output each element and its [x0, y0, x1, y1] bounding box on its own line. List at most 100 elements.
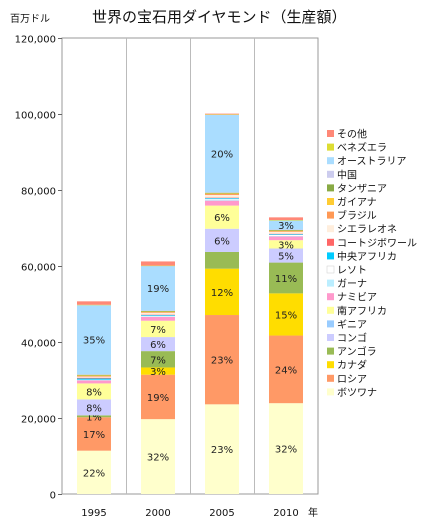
y-tick-label: 20,000 — [21, 415, 56, 426]
bar-segment — [205, 197, 239, 199]
y-axis-unit: 百万ドル — [10, 13, 50, 25]
data-label: 23% — [211, 356, 233, 367]
legend-label: シエラレオネ — [337, 224, 397, 236]
bar-segment — [269, 248, 303, 263]
data-label: 3% — [278, 221, 294, 232]
bar-segment — [205, 193, 239, 194]
bar-segment — [269, 220, 303, 221]
legend-label: 中国 — [337, 168, 357, 181]
legend-swatch — [327, 170, 334, 178]
x-tick-label: 1995 — [81, 508, 106, 519]
bar-segment — [141, 311, 175, 313]
legend-swatch — [327, 130, 334, 137]
bar-segment — [77, 305, 111, 375]
bar-segment — [141, 310, 175, 312]
data-label: 3% — [278, 240, 294, 251]
bar-segment — [269, 230, 303, 232]
data-label: 19% — [147, 393, 169, 404]
x-tick-label: 2005 — [209, 508, 234, 519]
bar-segment — [141, 312, 175, 315]
data-label: 32% — [147, 453, 169, 464]
data-label: 5% — [278, 252, 294, 263]
legend-swatch — [327, 157, 334, 165]
bar-segment — [141, 261, 175, 266]
bar-segment — [141, 310, 175, 311]
bar-segment — [141, 320, 175, 338]
data-label: 11% — [275, 274, 297, 285]
bar-segment — [141, 419, 175, 494]
bar-segment — [205, 193, 239, 195]
bar-segment — [205, 198, 239, 200]
legend-label: コンゴ — [337, 332, 367, 345]
data-label: 20% — [211, 150, 233, 161]
bar-segment — [205, 199, 239, 201]
bar-segment — [77, 301, 111, 305]
data-label: 23% — [211, 445, 233, 456]
bar-segment — [269, 262, 303, 294]
bar-segment — [77, 374, 111, 376]
bar-segment — [205, 114, 239, 193]
legend-label: ギニア — [337, 319, 367, 331]
legend-swatch — [327, 374, 334, 382]
legend-label: ガーナ — [337, 278, 367, 290]
bar-segment — [269, 231, 303, 232]
legend-label: ボツワナ — [337, 387, 377, 399]
bar-segment — [77, 378, 111, 380]
bar-segment — [205, 251, 239, 269]
legend-label: ベネズエラ — [337, 141, 387, 154]
bar-segment — [141, 315, 175, 316]
y-tick-label: 100,000 — [15, 111, 56, 122]
legend-label: ナミビア — [337, 292, 377, 304]
bar-segment — [141, 265, 175, 267]
bar-segment — [269, 236, 303, 241]
bar-segment — [141, 311, 175, 313]
bar-segment — [269, 235, 303, 237]
data-label: 7% — [150, 355, 166, 366]
data-label: 6% — [214, 236, 230, 247]
bar-segment — [269, 240, 303, 249]
bar-segment — [141, 367, 175, 375]
bar-segment — [205, 113, 239, 115]
x-tick-label: 2000 — [145, 508, 170, 519]
data-label: 19% — [147, 284, 169, 295]
bar-segment — [77, 374, 111, 375]
data-label: 8% — [86, 403, 102, 414]
legend-swatch — [327, 388, 334, 396]
bar-segment — [77, 417, 111, 451]
legend-swatch — [327, 347, 334, 355]
bar-segment — [141, 315, 175, 317]
bar-segment — [77, 415, 111, 418]
bar-segment — [269, 220, 303, 230]
bar-segment — [77, 304, 111, 306]
bar-segment — [269, 217, 303, 221]
data-label: 22% — [83, 468, 105, 479]
x-tick-label: 2010 — [273, 508, 298, 519]
bar-segment — [205, 205, 239, 229]
bar-segment — [77, 375, 111, 377]
data-label: 1% — [86, 412, 102, 423]
bar-segment — [205, 197, 239, 199]
legend-swatch — [327, 252, 334, 260]
legend-swatch — [327, 361, 334, 369]
bar-segment — [141, 337, 175, 352]
legend-label: 中央アフリカ — [337, 250, 397, 263]
legend-label: カナダ — [337, 359, 367, 372]
bar-segment — [77, 399, 111, 416]
bar-segment — [269, 231, 303, 234]
data-label: 32% — [275, 445, 297, 456]
legend-label: アンゴラ — [337, 345, 377, 358]
y-tick-label: 120,000 — [15, 35, 56, 46]
data-label: 24% — [275, 365, 297, 376]
legend-swatch — [327, 279, 334, 287]
bar-segment — [77, 379, 111, 381]
legend-swatch — [327, 306, 334, 314]
legend-swatch — [327, 225, 334, 233]
bar-segment — [77, 377, 111, 379]
legend-label: オーストラリア — [337, 156, 407, 168]
bar-segment — [141, 266, 175, 311]
bar-segment — [141, 374, 175, 420]
bar-segment — [205, 228, 239, 252]
bar-segment — [141, 351, 175, 368]
bar-segment — [269, 234, 303, 235]
bar-segment — [77, 380, 111, 384]
